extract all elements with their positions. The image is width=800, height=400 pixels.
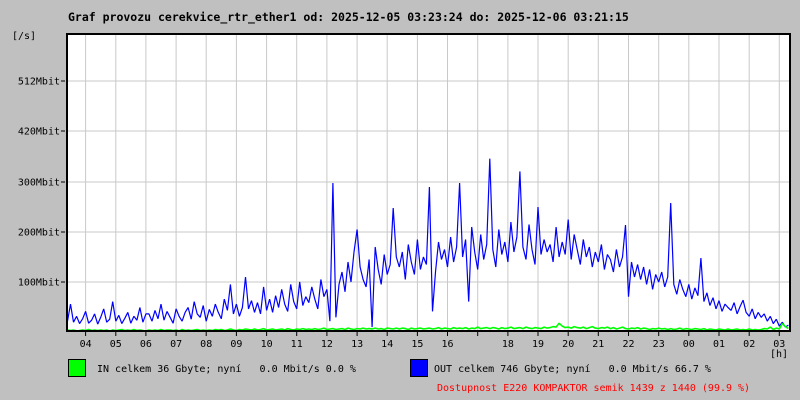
out-series-label: OUT celkem 746 Gbyte; nyní 0.0 Mbit/s 66… [434, 364, 711, 375]
in-series-swatch [68, 359, 86, 377]
x-tick-label: 23 [653, 339, 665, 350]
y-tick-label: 420Mbit [18, 127, 60, 138]
x-tick-label: 14 [381, 339, 393, 350]
x-tick-label: 01 [713, 339, 725, 350]
chart-title: Graf provozu cerekvice_rtr_ether1 od: 20… [68, 10, 629, 24]
x-tick-label: 21 [592, 339, 604, 350]
availability-note: Dostupnost E220 KOMPAKTOR semik 1439 z 1… [437, 383, 751, 394]
x-tick-label: 19 [532, 339, 544, 350]
x-tick-label: 06 [140, 339, 152, 350]
y-tick-label: 100Mbit [18, 278, 60, 289]
y-axis-unit-label: [/s] [12, 31, 37, 42]
x-tick-label: 07 [170, 339, 182, 350]
y-tick-label: 512Mbit [18, 77, 60, 88]
x-tick-label: 08 [200, 339, 212, 350]
x-tick-label: 15 [411, 339, 423, 350]
x-tick-label: 09 [230, 339, 242, 350]
out-series-swatch [410, 359, 428, 377]
x-tick-label: 02 [743, 339, 755, 350]
in-series-label: IN celkem 36 Gbyte; nyní 0.0 Mbit/s 0.0 … [97, 364, 356, 375]
x-tick-label: 22 [622, 339, 634, 350]
x-tick-label: 10 [261, 339, 273, 350]
plot-frame [66, 33, 791, 332]
x-tick-label: 11 [291, 339, 303, 350]
y-tick-label: 300Mbit [18, 178, 60, 189]
x-axis-unit-label: [h] [770, 349, 789, 360]
x-tick-label: 18 [502, 339, 514, 350]
x-tick-label: 04 [80, 339, 92, 350]
x-tick-label: 12 [321, 339, 333, 350]
x-tick-label: 20 [562, 339, 574, 350]
x-tick-label: 00 [683, 339, 695, 350]
x-tick-label: 16 [441, 339, 453, 350]
x-tick-label: 13 [351, 339, 363, 350]
out-series-line [66, 158, 789, 328]
y-tick-label: 200Mbit [18, 228, 60, 239]
x-tick-label: 03 [773, 339, 785, 350]
x-tick-label: 05 [110, 339, 122, 350]
